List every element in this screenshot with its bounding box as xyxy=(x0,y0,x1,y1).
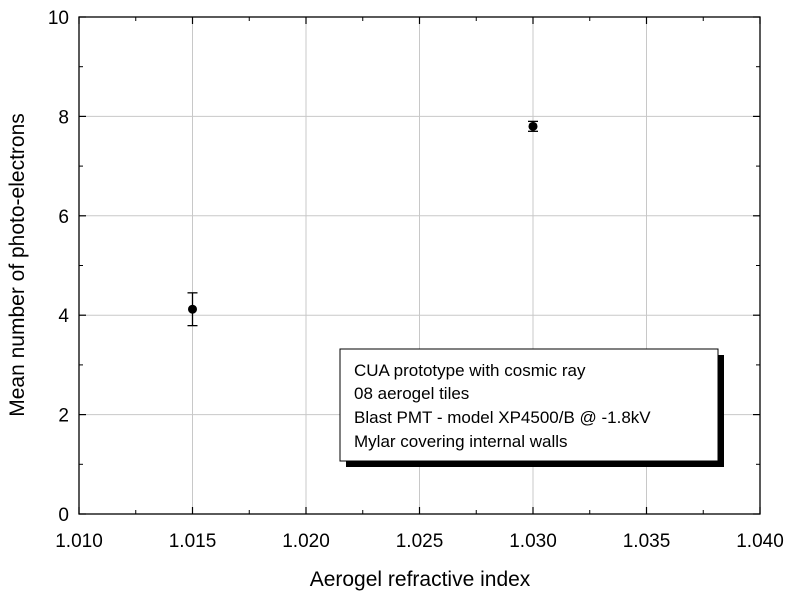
x-tick-label: 1.020 xyxy=(282,531,330,552)
y-tick-label: 6 xyxy=(58,207,69,228)
legend-line-1: CUA prototype with cosmic ray xyxy=(354,361,586,380)
y-tick-label: 10 xyxy=(48,8,69,29)
x-tick-label: 1.015 xyxy=(169,531,217,552)
x-tick-label: 1.025 xyxy=(396,531,444,552)
data-point xyxy=(528,121,538,131)
y-tick-label: 8 xyxy=(58,107,69,128)
x-tick-label: 1.030 xyxy=(509,531,557,552)
legend-line-3: Blast PMT - model XP4500/B @ -1.8kV xyxy=(354,408,651,427)
x-axis-title: Aerogel refractive index xyxy=(310,568,531,591)
y-axis-title: Mean number of photo-electrons xyxy=(6,113,29,417)
data-points xyxy=(187,120,538,327)
legend-frame xyxy=(339,348,719,462)
legend-line-2: 08 aerogel tiles xyxy=(354,384,469,403)
y-tick-label: 2 xyxy=(58,406,69,427)
data-point xyxy=(188,304,197,314)
x-tick-label: 1.035 xyxy=(623,531,671,552)
y-tick-label: 4 xyxy=(58,306,69,327)
x-tick-label: 1.040 xyxy=(736,531,784,552)
legend-box: CUA prototype with cosmic ray 08 aerogel… xyxy=(339,348,724,467)
x-tick-label: 1.010 xyxy=(55,531,103,552)
tick-marks xyxy=(78,16,761,515)
y-tick-label: 0 xyxy=(58,505,69,526)
y-tick-labels: 0 2 4 6 8 10 xyxy=(48,8,70,526)
x-tick-labels: 1.010 1.015 1.020 1.025 1.030 1.035 1.040 xyxy=(55,531,784,552)
legend-line-4: Mylar covering internal walls xyxy=(354,432,568,451)
